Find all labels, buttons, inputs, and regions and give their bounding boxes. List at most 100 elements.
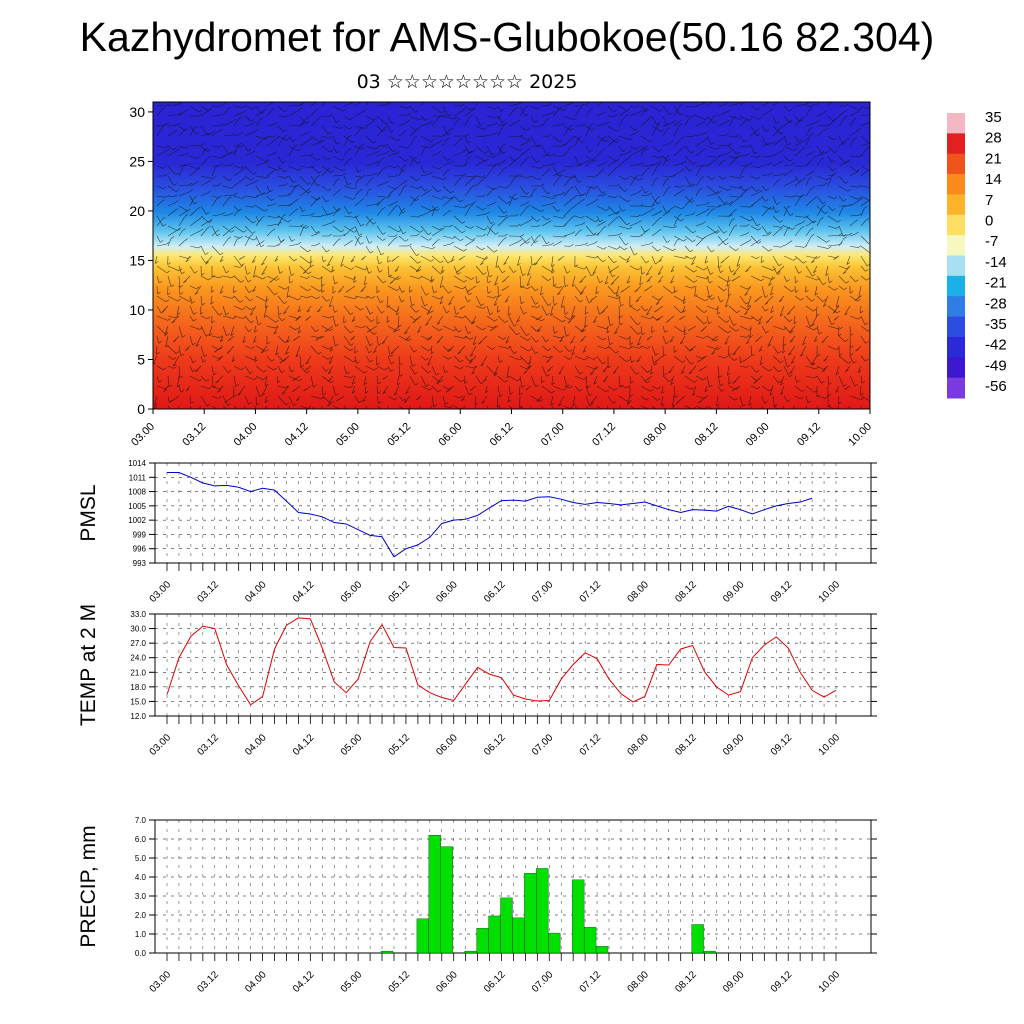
x-tick-label: 03.12 (195, 579, 221, 605)
temp-line (166, 617, 837, 706)
y-tick-label: 15.0 (130, 697, 146, 706)
colorbar-swatch (947, 133, 965, 155)
y-tick-label: 993 (133, 559, 147, 568)
colorbar-swatch (947, 235, 965, 256)
x-tick-label: 07.12 (578, 732, 604, 758)
colorbar-label: -56 (985, 378, 1007, 395)
x-tick-label: 06.00 (434, 969, 460, 995)
y-tick-label: 0 (137, 401, 145, 417)
x-tick-label: 09.12 (769, 732, 795, 758)
x-tick-label: 06.12 (482, 732, 508, 758)
x-tick-label: 07.00 (530, 732, 556, 758)
y-tick-label: 3.0 (135, 892, 147, 901)
y-tick-label: 25 (129, 153, 145, 169)
precip-bar (691, 924, 704, 954)
y-tick-label: 30.0 (130, 625, 146, 634)
y-tick-label: 4.0 (135, 873, 147, 882)
precip-bar (703, 950, 716, 954)
x-tick-label: 06.00 (434, 579, 460, 605)
y-tick-label: 1.0 (135, 930, 147, 939)
y-tick-label: 15 (129, 252, 145, 268)
colorbar-swatch (947, 255, 965, 277)
x-tick-label: 04.00 (243, 969, 269, 995)
y-tick-label: 1014 (128, 459, 146, 468)
precip-bar (572, 879, 585, 954)
colorbar-label: 0 (985, 213, 993, 230)
x-tick-label: 05.12 (385, 421, 413, 449)
y-tick-label: 996 (133, 545, 147, 554)
x-tick-label: 06.12 (488, 421, 516, 449)
x-tick-label: 03.00 (148, 579, 174, 605)
y-tick-label: 12.0 (130, 712, 146, 721)
colorbar-label: -35 (985, 316, 1007, 333)
y-axis-label: PRECIP, mm (77, 825, 100, 947)
x-tick-label: 08.00 (626, 969, 652, 995)
x-tick-label: 06.00 (434, 732, 460, 758)
x-tick-label: 10.00 (846, 421, 874, 449)
colorbar-swatch (947, 174, 965, 195)
precip-bar (512, 917, 525, 954)
x-tick-label: 03.00 (129, 421, 157, 449)
temp2m-panel: 12.0 15.0 18.0 21.0 24.0 27.0 30.0 33.0 03.00 03.… (77, 604, 877, 758)
precip-bar (488, 915, 501, 954)
y-tick-label: 0.0 (135, 949, 147, 958)
colorbar-label: 35 (985, 109, 1002, 126)
colorbar-swatch (947, 153, 965, 175)
x-tick-label: 07.12 (578, 579, 604, 605)
x-tick-label: 04.00 (243, 732, 269, 758)
colorbar-label: -49 (985, 357, 1007, 374)
x-tick-label: 04.12 (291, 732, 317, 758)
colorbar-swatch (947, 357, 965, 379)
x-tick-label: 09.12 (769, 969, 795, 995)
temperature-colorbar: 35 28 21 14 7 0 -7 -14 -21 -28 -35 -42 -49 -56 (947, 109, 1007, 399)
colorbar-label: -7 (985, 233, 998, 250)
x-tick-label: 04.00 (232, 421, 260, 449)
chart-title: Kazhydromet for AMS-Glubokoe(50.16 82.30… (79, 14, 935, 60)
precip-bar (440, 846, 453, 954)
y-tick-label: 1008 (128, 488, 146, 497)
y-tick-label: 2.0 (135, 911, 147, 920)
x-tick-label: 09.12 (769, 579, 795, 605)
panel-frame (154, 462, 872, 564)
precip-bar (583, 927, 597, 954)
y-tick-label: 10 (129, 302, 145, 318)
x-tick-label: 05.00 (339, 579, 365, 605)
x-tick-label: 06.12 (482, 579, 508, 605)
colorbar-label: -28 (985, 295, 1007, 312)
x-tick-label: 08.12 (693, 421, 721, 449)
x-tick-label: 03.00 (148, 969, 174, 995)
colorbar-label: 21 (985, 150, 1002, 167)
precip-bar (416, 918, 429, 954)
y-tick-label: 5 (137, 351, 145, 367)
x-tick-label: 03.12 (195, 732, 221, 758)
pmsl-line (167, 472, 813, 558)
x-tick-label: 04.00 (243, 579, 269, 605)
x-tick-label: 03.12 (195, 969, 221, 995)
x-tick-label: 08.12 (673, 579, 699, 605)
y-tick-label: 18.0 (130, 683, 146, 692)
y-tick-label: 7.0 (135, 816, 147, 825)
x-tick-label: 06.00 (436, 421, 464, 449)
colorbar-swatch (947, 194, 965, 216)
x-tick-label: 03.12 (180, 421, 208, 449)
x-tick-label: 08.12 (673, 732, 699, 758)
colorbar-swatch (947, 377, 965, 399)
x-tick-label: 08.00 (641, 421, 669, 449)
y-tick-label: 20 (129, 203, 145, 219)
colorbar-swatch (947, 214, 965, 236)
x-tick-label: 10.00 (817, 969, 843, 995)
x-tick-label: 09.12 (795, 421, 823, 449)
precip-bar (536, 868, 549, 954)
x-tick-label: 07.00 (530, 969, 556, 995)
precip-bar (464, 950, 477, 954)
x-tick-label: 06.12 (482, 969, 508, 995)
x-tick-label: 08.12 (673, 969, 699, 995)
chart-subtitle: 03 ☆☆☆☆☆☆☆☆ 2025 (356, 71, 578, 93)
colorbar-label: 7 (985, 192, 993, 209)
y-tick-label: 27.0 (130, 639, 146, 648)
x-tick-label: 05.00 (334, 421, 362, 449)
x-tick-label: 03.00 (148, 732, 174, 758)
x-tick-label: 05.00 (339, 969, 365, 995)
precip-bar (524, 873, 537, 954)
